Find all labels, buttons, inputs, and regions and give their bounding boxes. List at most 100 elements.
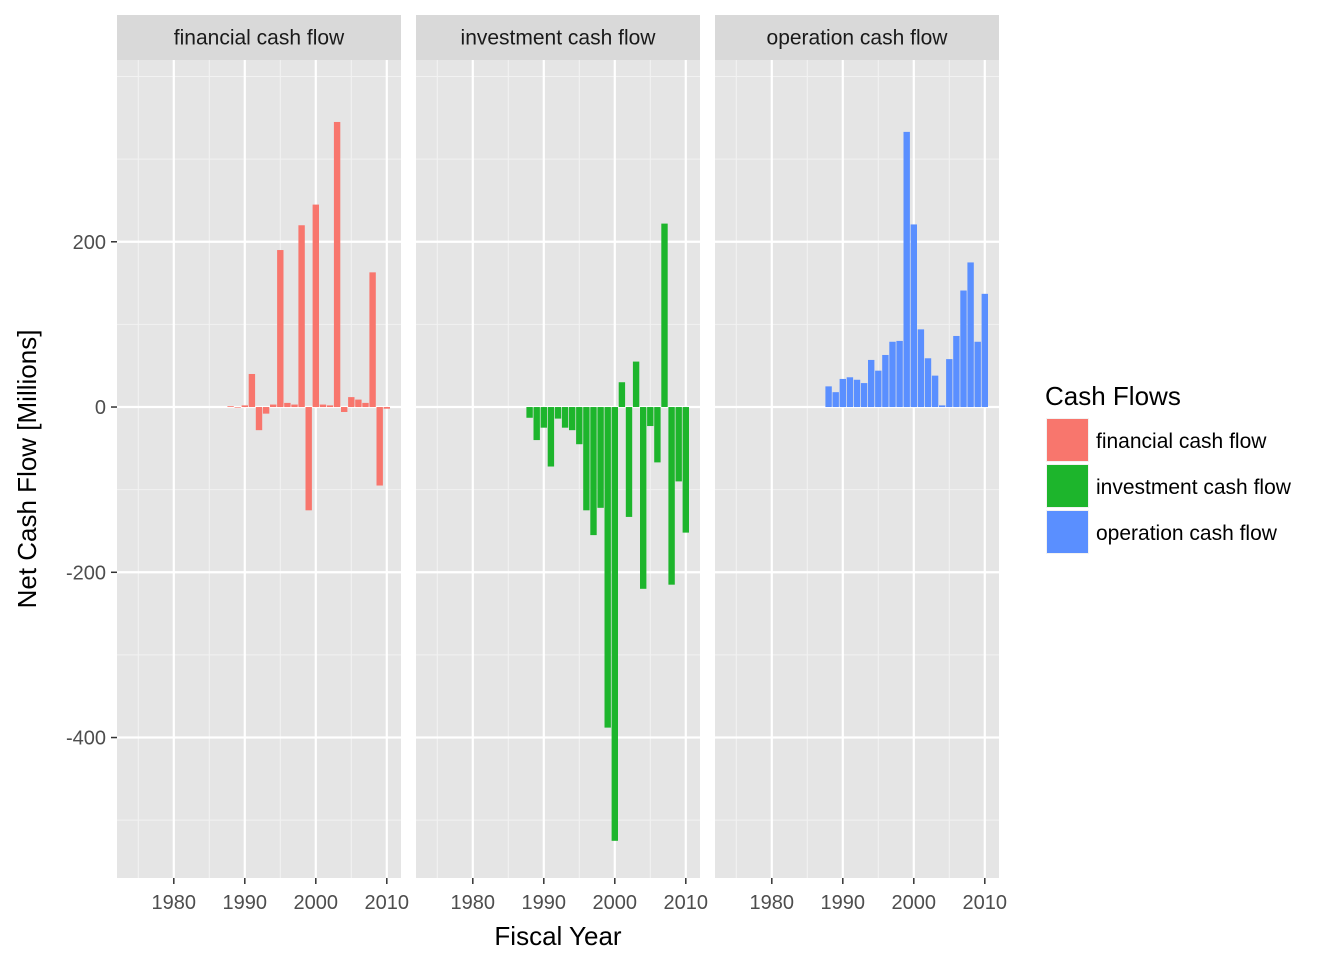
bar [889, 341, 896, 408]
facet-label: financial cash flow [174, 27, 345, 50]
bar [355, 399, 362, 408]
bar [341, 407, 348, 412]
bar [825, 386, 832, 408]
bar [362, 402, 369, 408]
bar [882, 354, 889, 408]
bar [277, 250, 284, 408]
legend-title: Cash Flows [1045, 381, 1181, 411]
bar [561, 407, 569, 428]
bar [967, 262, 974, 408]
bar [533, 407, 540, 441]
legend-label: financial cash flow [1096, 430, 1267, 453]
y-tick-label: 0 [95, 397, 106, 419]
bar [618, 382, 626, 408]
x-tick-label: 1990 [223, 892, 268, 914]
bar [668, 407, 675, 585]
legend-swatch [1047, 419, 1088, 461]
legend-label: investment cash flow [1096, 476, 1292, 499]
bar [369, 272, 376, 408]
x-tick-label: 2010 [664, 892, 709, 914]
bar [255, 407, 263, 431]
bar [234, 407, 241, 408]
y-tick-label: -200 [66, 562, 106, 584]
bar [227, 406, 234, 408]
x-tick-label: 1980 [750, 892, 795, 914]
bar [291, 404, 298, 408]
bar [319, 404, 327, 408]
x-tick-label: 1980 [451, 892, 496, 914]
bar [640, 407, 647, 589]
bar [576, 407, 583, 445]
bar [946, 359, 953, 408]
y-tick-label: 200 [73, 232, 106, 254]
facet-label: operation cash flow [767, 27, 949, 50]
legend-swatch [1047, 465, 1088, 507]
bar [312, 204, 319, 408]
facet-strip [416, 15, 700, 60]
bar [846, 377, 854, 408]
panel-background [117, 60, 401, 878]
y-tick-label: -400 [66, 728, 106, 750]
bar [661, 223, 668, 408]
bar [654, 407, 661, 463]
bar [270, 404, 277, 408]
x-tick-label: 2010 [365, 892, 410, 914]
bar [632, 361, 640, 408]
bar [305, 407, 312, 511]
bar [326, 405, 334, 408]
bar [896, 340, 903, 408]
panel-background [416, 60, 700, 878]
x-tick-label: 1990 [522, 892, 567, 914]
bar [625, 407, 633, 517]
bar [604, 407, 611, 728]
bar [647, 407, 654, 427]
bar [832, 392, 839, 408]
bar [974, 341, 981, 408]
bar [682, 407, 689, 533]
bar [917, 329, 925, 408]
bar [590, 407, 597, 536]
bar [383, 407, 390, 409]
bar [910, 224, 917, 408]
bar [540, 407, 547, 428]
bar [675, 407, 682, 482]
x-tick-label: 1990 [821, 892, 866, 914]
y-axis-title: Net Cash Flow [Millions] [12, 330, 42, 609]
x-tick-label: 2000 [892, 892, 937, 914]
x-tick-label: 2010 [963, 892, 1008, 914]
bar [939, 405, 946, 408]
bar [583, 407, 590, 511]
bar [903, 131, 910, 408]
bar [284, 402, 291, 408]
bar [569, 407, 576, 431]
bar [981, 293, 988, 408]
legend-swatch [1047, 511, 1088, 553]
facet-strip [117, 15, 401, 60]
bar [875, 370, 882, 408]
bar [241, 405, 248, 408]
bar [376, 407, 383, 486]
bar [953, 335, 960, 408]
bar [868, 359, 875, 408]
bar [554, 407, 562, 419]
bar [611, 407, 618, 841]
bar [860, 383, 868, 408]
bar [298, 225, 305, 408]
bar [333, 121, 341, 408]
bar [931, 375, 939, 408]
bar [262, 407, 270, 414]
legend-label: operation cash flow [1096, 522, 1278, 545]
bar [853, 379, 861, 408]
bar [597, 407, 604, 508]
x-tick-label: 2000 [294, 892, 339, 914]
bar [248, 373, 256, 408]
facet-label: investment cash flow [461, 27, 657, 50]
bar [839, 378, 846, 408]
x-axis-title: Fiscal Year [494, 921, 622, 951]
bar [547, 407, 555, 467]
panel-background [715, 60, 999, 878]
facet-strip [715, 15, 999, 60]
bar [924, 358, 932, 408]
